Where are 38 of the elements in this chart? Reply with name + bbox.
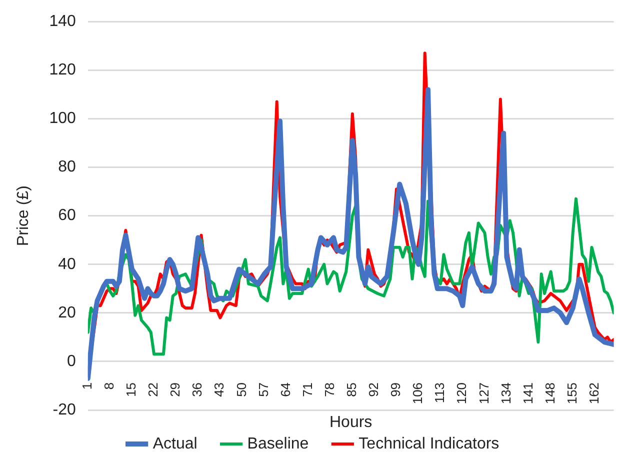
x-tick-label: 29 (168, 382, 183, 397)
x-tick-label: 50 (234, 382, 249, 397)
legend-label: Baseline (247, 435, 309, 452)
x-tick-label: 155 (564, 382, 580, 404)
x-tick-label: 113 (432, 382, 448, 404)
x-tick-label: 22 (146, 382, 161, 397)
x-tick-label: 78 (322, 382, 337, 397)
x-tick-label: 64 (278, 382, 293, 397)
x-tick-label: 15 (124, 382, 139, 397)
x-tick-label: 106 (410, 382, 426, 404)
x-tick-label: 134 (498, 382, 514, 404)
y-tick-label: 40 (58, 256, 76, 273)
y-tick-label: 100 (49, 110, 76, 128)
x-tick-label: 85 (344, 382, 359, 397)
y-tick-label: 60 (58, 207, 76, 224)
y-tick-label: 0 (66, 352, 76, 370)
x-tick-label: 99 (388, 382, 404, 397)
x-tick-label: 1 (79, 382, 94, 390)
x-tick-label: 141 (520, 382, 536, 404)
legend-label: Actual (152, 435, 198, 452)
y-tick-label: 80 (58, 158, 76, 176)
x-tick-label: 8 (102, 382, 117, 390)
y-tick-label: 120 (49, 62, 76, 79)
x-tick-label: 127 (476, 382, 492, 404)
y-axis-title: Price (£) (15, 186, 32, 246)
x-axis-title: Hours (328, 414, 374, 432)
x-tick-label: 120 (454, 382, 470, 404)
x-tick-label: 36 (190, 382, 205, 397)
y-tick-label: -20 (52, 401, 76, 418)
x-tick-label: 71 (300, 382, 315, 397)
x-tick-label: 162 (586, 382, 602, 404)
x-tick-label: 92 (366, 382, 382, 397)
x-tick-label: 148 (542, 382, 558, 404)
legend-label: Technical Indicators (358, 435, 500, 452)
x-tick-label: 43 (212, 382, 227, 397)
y-tick-label: 20 (58, 304, 76, 322)
x-tick-label: 57 (256, 382, 271, 397)
y-tick-label: 140 (49, 13, 76, 30)
